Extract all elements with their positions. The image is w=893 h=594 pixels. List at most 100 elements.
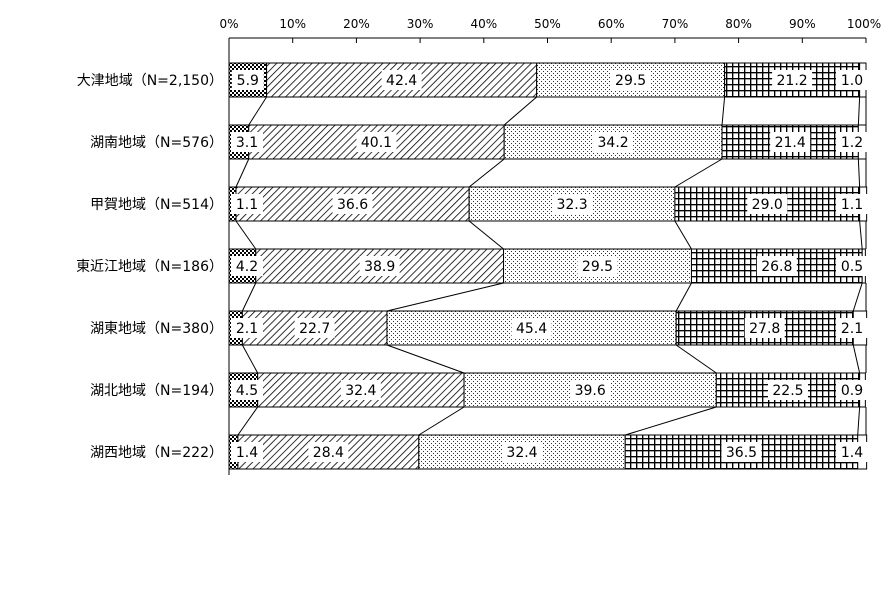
connector-line — [468, 220, 504, 250]
value-label-bg — [381, 70, 422, 90]
value-label-bg — [231, 442, 263, 462]
value-label: 1.4 — [841, 445, 863, 461]
value-label-bg — [308, 442, 349, 462]
connector-line — [674, 220, 692, 250]
value-label-bg — [836, 442, 868, 462]
category-label: 湖西地域（N=222） — [90, 445, 223, 461]
value-label-bg — [340, 380, 381, 400]
value-label-bg — [570, 380, 611, 400]
value-label: 4.5 — [236, 383, 258, 399]
x-tick-label: 50% — [534, 17, 561, 31]
value-label: 32.3 — [556, 197, 587, 213]
value-label: 36.5 — [726, 445, 757, 461]
x-tick-label: 10% — [279, 17, 306, 31]
value-label: 1.4 — [236, 445, 258, 461]
value-label: 0.9 — [841, 383, 863, 399]
value-label: 29.0 — [752, 197, 783, 213]
value-label-bg — [721, 442, 762, 462]
value-label-bg — [231, 380, 263, 400]
value-label-bg — [231, 132, 263, 152]
value-label: 22.5 — [772, 383, 803, 399]
value-label: 27.8 — [749, 321, 780, 337]
connector-line — [721, 96, 726, 126]
value-label: 21.4 — [775, 135, 806, 151]
value-label: 40.1 — [361, 135, 392, 151]
value-label: 34.2 — [598, 135, 629, 151]
value-label: 26.8 — [761, 259, 792, 275]
connector-line — [241, 282, 257, 312]
connector-line — [857, 96, 861, 126]
value-label-bg — [332, 194, 373, 214]
value-label-bg — [231, 70, 264, 90]
value-label: 39.6 — [575, 383, 606, 399]
value-label: 32.4 — [506, 445, 537, 461]
connector-line — [235, 158, 250, 188]
connector-line — [675, 282, 692, 312]
connector-line — [386, 344, 465, 374]
connector-line — [235, 220, 257, 250]
value-label-bg — [577, 256, 618, 276]
connector-line — [248, 96, 268, 126]
value-label-bg — [359, 256, 400, 276]
category-label: 湖東地域（N=380） — [90, 321, 223, 337]
value-label: 3.1 — [236, 135, 258, 151]
value-label-bg — [231, 318, 263, 338]
value-label: 5.9 — [237, 73, 259, 89]
connector-line — [852, 282, 863, 312]
connector-line — [674, 158, 723, 188]
connector-line — [625, 406, 717, 436]
connector-line — [503, 96, 537, 126]
value-label: 1.1 — [236, 197, 258, 213]
bar-layer — [228, 62, 868, 470]
x-tick-label: 90% — [789, 17, 816, 31]
connector-line — [237, 406, 259, 436]
connector-line — [857, 406, 861, 436]
value-label: 32.4 — [345, 383, 376, 399]
x-tick-label: 30% — [407, 17, 434, 31]
connector-line — [418, 406, 465, 436]
value-label: 42.4 — [386, 73, 417, 89]
value-label: 29.5 — [615, 73, 646, 89]
value-label-bg — [610, 70, 651, 90]
value-label-bg — [356, 132, 397, 152]
value-label-bg — [770, 132, 811, 152]
value-label-bg — [747, 194, 788, 214]
value-label: 1.2 — [841, 135, 863, 151]
x-tick-label: 100% — [847, 17, 881, 31]
category-label: 湖南地域（N=576） — [90, 135, 223, 151]
value-label: 1.1 — [841, 197, 863, 213]
value-label: 2.1 — [841, 321, 863, 337]
category-label: 大津地域（N=2,150） — [77, 73, 223, 89]
x-tick-label: 0% — [219, 17, 238, 31]
connector-line — [857, 158, 861, 188]
x-tick-label: 40% — [470, 17, 497, 31]
value-label-bg — [593, 132, 634, 152]
value-label-bg — [744, 318, 785, 338]
value-label-bg — [756, 256, 797, 276]
connector-line — [468, 158, 505, 188]
value-label: 1.0 — [841, 73, 863, 89]
connector-line — [675, 344, 717, 374]
category-label: 東近江地域（N=186） — [76, 259, 223, 275]
value-label-bg — [511, 318, 552, 338]
connector-layer — [235, 96, 867, 436]
x-tick-label: 70% — [662, 17, 689, 31]
value-label-bg — [231, 256, 263, 276]
value-label-bg — [836, 318, 868, 338]
category-label: 湖北地域（N=194） — [90, 383, 223, 399]
x-tick-label: 60% — [598, 17, 625, 31]
value-label: 22.7 — [299, 321, 330, 337]
value-label: 28.4 — [313, 445, 344, 461]
category-label: 甲賀地域（N=514） — [90, 197, 223, 213]
value-label: 4.2 — [236, 259, 258, 275]
value-label: 2.1 — [236, 321, 258, 337]
bar-segment — [463, 372, 717, 408]
bar-segment — [503, 124, 723, 160]
label-layer: 大津地域（N=2,150） 5.9 42.4 29.5 21.2 1.0 湖南地域（N=57… — [76, 70, 868, 462]
x-tick-label: 80% — [725, 17, 752, 31]
connector-line — [859, 220, 863, 250]
connector-line — [386, 282, 504, 312]
value-label-bg — [552, 194, 593, 214]
value-label-bg — [231, 194, 263, 214]
